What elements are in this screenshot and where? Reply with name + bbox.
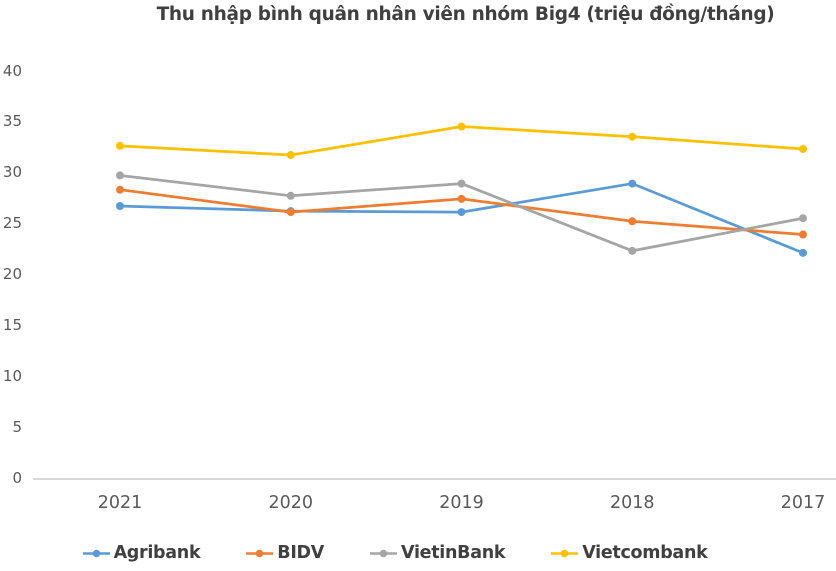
- legend-item-bidv: BIDV: [246, 543, 324, 563]
- data-point-marker: [799, 248, 807, 257]
- y-tick-label: 30: [2, 163, 22, 182]
- data-point-marker: [116, 185, 124, 194]
- data-point-marker: [799, 230, 807, 239]
- x-tick-label: 2019: [439, 493, 484, 513]
- data-point-marker: [286, 208, 295, 217]
- chart-legend: Agribank BIDV VietinBank Vietcombank: [0, 539, 790, 567]
- data-point-marker: [116, 171, 124, 180]
- x-tick-label: 2020: [268, 493, 314, 513]
- data-point-marker: [457, 179, 466, 188]
- legend-marker-icon: [246, 549, 274, 557]
- data-point-marker: [286, 191, 295, 200]
- legend-item-vietinbank: VietinBank: [370, 543, 506, 563]
- y-tick-label: 40: [2, 61, 22, 80]
- x-axis-line: [33, 478, 836, 480]
- x-tick-label: 2017: [780, 493, 826, 513]
- y-tick-label: 15: [2, 316, 22, 335]
- y-tick-label: 35: [2, 112, 22, 131]
- y-tick-label: 25: [2, 214, 22, 233]
- series-line-vietcombank: [119, 125, 804, 157]
- legend-label: Agribank: [113, 543, 201, 563]
- data-point-marker: [457, 194, 466, 203]
- data-point-marker: [116, 141, 124, 150]
- y-tick-label: 10: [2, 367, 22, 386]
- x-tick-label: 2021: [97, 493, 143, 513]
- legend-label: BIDV: [277, 543, 325, 563]
- legend-item-vietcombank: Vietcombank: [551, 543, 708, 563]
- x-tick-label: 2018: [609, 493, 655, 513]
- legend-marker-icon: [551, 549, 579, 557]
- legend-item-agribank: Agribank: [82, 543, 201, 563]
- data-point-marker: [628, 132, 637, 141]
- data-point-marker: [457, 208, 466, 217]
- y-tick-label: 0: [12, 469, 22, 487]
- data-point-marker: [799, 214, 807, 223]
- y-tick-label: 5: [12, 418, 22, 437]
- data-point-marker: [457, 122, 466, 131]
- data-point-marker: [286, 151, 295, 160]
- data-point-marker: [628, 179, 637, 188]
- y-tick-label: 20: [2, 265, 22, 284]
- data-point-marker: [628, 246, 637, 255]
- x-axis: 2021 2020 2019 2018 2017: [0, 492, 836, 516]
- series-line-agribank: [119, 182, 804, 255]
- data-point-marker: [116, 201, 124, 210]
- y-axis: 0 5 10 15 20 25 30 35 40: [0, 0, 22, 571]
- data-point-marker: [628, 217, 637, 226]
- chart-title: Thu nhập bình quân nhân viên nhóm Big4 (…: [156, 4, 775, 25]
- legend-label: VietinBank: [401, 543, 506, 563]
- data-point-marker: [799, 144, 807, 153]
- legend-label: Vietcombank: [582, 543, 708, 563]
- legend-marker-icon: [82, 549, 110, 557]
- legend-marker-icon: [370, 549, 398, 557]
